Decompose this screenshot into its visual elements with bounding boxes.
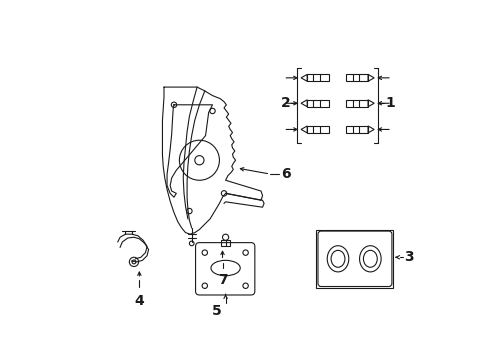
Bar	[346, 75, 367, 81]
Text: 2: 2	[280, 96, 290, 110]
Text: 3: 3	[404, 250, 413, 264]
Text: 7: 7	[217, 274, 227, 287]
Text: 6: 6	[281, 167, 290, 181]
Text: 5: 5	[211, 304, 221, 318]
Bar	[221, 240, 230, 247]
Bar	[316, 230, 393, 288]
Bar	[306, 75, 328, 81]
Bar	[306, 126, 328, 133]
Bar	[306, 100, 328, 107]
Text: 1: 1	[385, 96, 395, 110]
Bar	[346, 126, 367, 133]
Text: 4: 4	[134, 294, 144, 308]
Bar	[346, 100, 367, 107]
